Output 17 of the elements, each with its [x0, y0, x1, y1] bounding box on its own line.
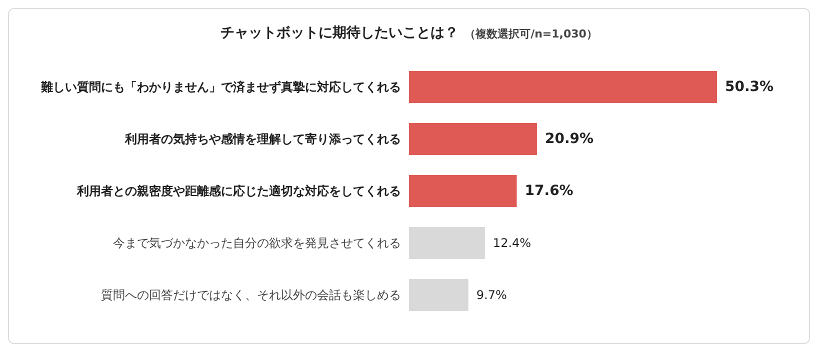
chart-subtitle: （複数選択可/n=1,030）: [464, 28, 598, 40]
data-label: 12.4%: [492, 236, 532, 250]
bar: [409, 123, 537, 155]
bar: [409, 227, 485, 259]
bar: [409, 279, 468, 311]
y-tick-label: 利用者の気持ちや感情を理解して寄り添ってくれる: [124, 132, 401, 146]
data-label: 9.7%: [476, 288, 507, 302]
y-tick-label: 今まで気づかなかった自分の欲求を発見させてくれる: [113, 236, 401, 250]
data-label: 17.6%: [524, 183, 574, 199]
data-label: 20.9%: [544, 131, 594, 147]
chart-title: チャットボットに期待したいことは？: [220, 25, 459, 41]
bar: [409, 175, 517, 207]
y-tick-label: 質問への回答だけではなく、それ以外の会話も楽しめる: [101, 288, 401, 302]
y-tick-label: 利用者との親密度や距離感に応じた適切な対応をしてくれる: [76, 184, 401, 198]
data-label: 50.3%: [725, 79, 774, 95]
bar: [409, 71, 717, 103]
y-tick-label: 難しい質問にも「わかりません」で済ませず真摯に対応してくれる: [40, 80, 401, 94]
